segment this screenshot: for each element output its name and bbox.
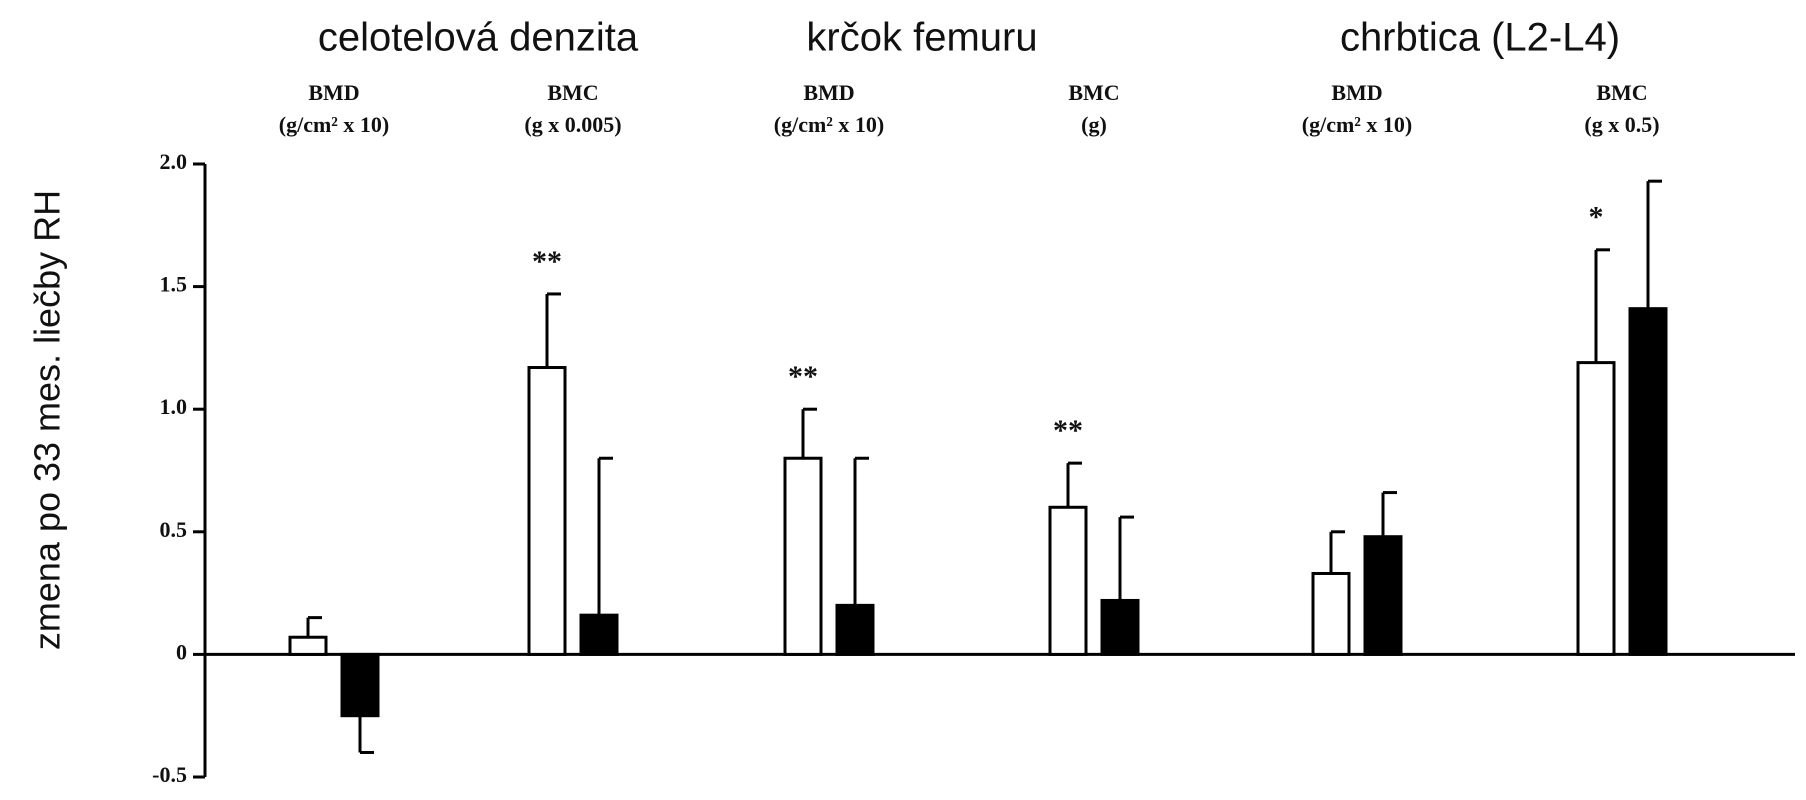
group-title: chrbtica (L2-L4)	[1340, 16, 1620, 60]
bar	[1576, 361, 1616, 656]
bar	[1048, 505, 1088, 656]
significance-marker: *	[1589, 201, 1604, 234]
bar	[288, 635, 328, 656]
category-label: BMC	[1596, 80, 1647, 105]
y-tick-label: 0	[176, 639, 187, 664]
bar	[1100, 598, 1140, 656]
significance-marker: **	[1053, 414, 1083, 447]
category-label: BMC	[547, 80, 598, 105]
significance-marker: **	[788, 360, 818, 393]
bar	[1628, 307, 1668, 656]
category-label: BMD	[308, 80, 359, 105]
group-title: celotelová denzita	[318, 16, 639, 60]
category-unit: (g/cm² x 10)	[1302, 112, 1412, 137]
y-tick-label: 1.0	[160, 394, 188, 419]
bar	[579, 613, 619, 656]
y-tick-label: 1.5	[160, 272, 188, 297]
bar	[340, 652, 380, 718]
y-tick-label: 0.5	[160, 517, 188, 542]
category-label: BMC	[1068, 80, 1119, 105]
y-tick-label: -0.5	[152, 762, 187, 787]
category-unit: (g x 0.5)	[1584, 112, 1659, 137]
bar	[1311, 571, 1351, 656]
category-label: BMD	[1331, 80, 1382, 105]
bar	[783, 456, 823, 656]
y-tick-label: 2.0	[160, 149, 188, 174]
y-axis-label: zmena po 33 mes. liečby RH	[27, 190, 68, 650]
bar	[527, 366, 567, 656]
category-unit: (g/cm² x 10)	[774, 112, 884, 137]
category-unit: (g/cm² x 10)	[279, 112, 389, 137]
category-unit: (g x 0.005)	[524, 112, 621, 137]
significance-marker: **	[532, 245, 562, 278]
category-label: BMD	[803, 80, 854, 105]
group-title: krčok femuru	[806, 16, 1037, 60]
bar	[1363, 535, 1403, 656]
category-unit: (g)	[1081, 112, 1107, 137]
bar	[835, 603, 875, 656]
